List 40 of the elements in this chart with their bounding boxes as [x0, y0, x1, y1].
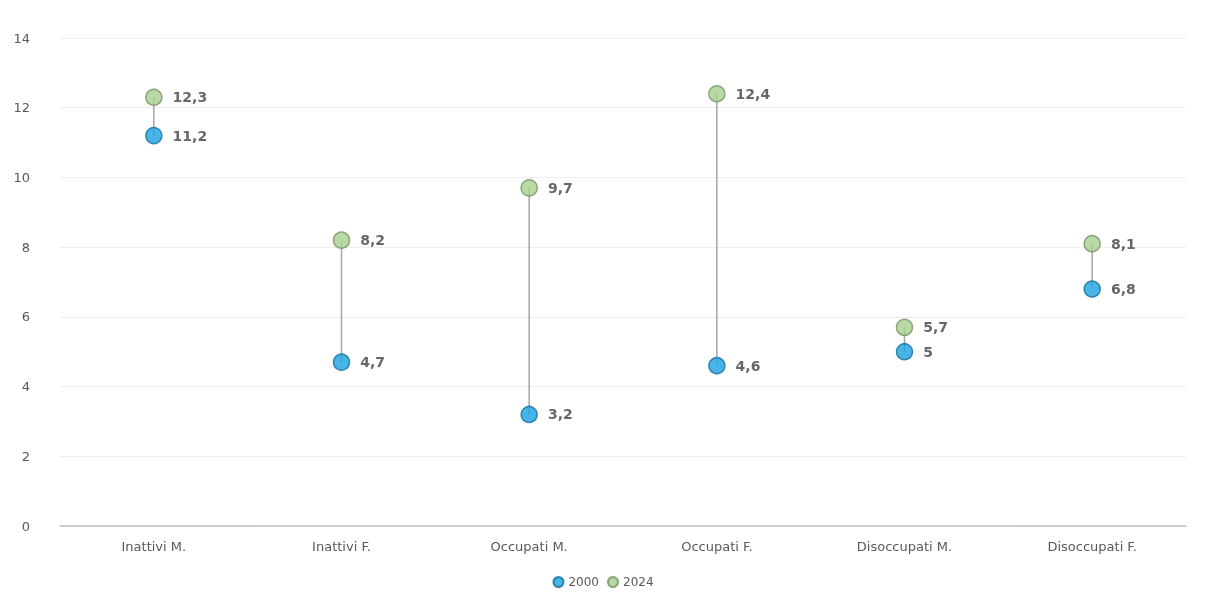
data-label: 8,1	[1110, 235, 1136, 252]
x-tick-label: Occupati F.	[681, 539, 753, 554]
y-tick-label: 12	[13, 100, 30, 116]
y-tick-label: 0	[21, 518, 30, 534]
data-label: 5	[923, 343, 933, 360]
y-tick-label: 4	[21, 379, 30, 395]
point	[332, 231, 351, 249]
x-tick-label: Disoccupati F.	[1047, 539, 1137, 554]
y-tick-label: 10	[13, 169, 30, 185]
data-label: 3,2	[547, 406, 573, 423]
y-tick-label: 2	[21, 448, 30, 464]
y-tick-label: 8	[21, 239, 30, 255]
data-label: 4,6	[735, 357, 761, 374]
x-tick-label: Inattivi F.	[312, 539, 371, 554]
data-label: 6,8	[1110, 280, 1136, 297]
point	[895, 342, 914, 361]
x-tick-label: Inattivi M.	[121, 539, 187, 554]
data-label: 9,7	[547, 179, 573, 196]
x-tick-label: Occupati M.	[490, 539, 568, 554]
x-tick-label: Disoccupati M.	[856, 539, 953, 554]
point	[145, 88, 163, 106]
y-tick-label: 6	[21, 309, 30, 325]
legend-label: 2024	[623, 575, 654, 589]
data-label: 12,3	[172, 89, 208, 106]
data-label: 12,4	[735, 85, 771, 102]
data-label: 11,2	[172, 127, 208, 144]
point	[332, 353, 351, 371]
point	[895, 318, 914, 337]
point	[1083, 280, 1101, 298]
data-label: 4,7	[360, 354, 386, 371]
legend-label: 2000	[568, 575, 600, 589]
point	[708, 85, 726, 103]
point	[1083, 234, 1101, 253]
point	[520, 405, 538, 424]
point	[520, 179, 538, 197]
point	[708, 356, 726, 375]
point	[145, 126, 163, 145]
data-label: 5,7	[923, 319, 949, 336]
data-label: 8,2	[360, 232, 386, 249]
y-tick-label: 14	[13, 30, 30, 46]
